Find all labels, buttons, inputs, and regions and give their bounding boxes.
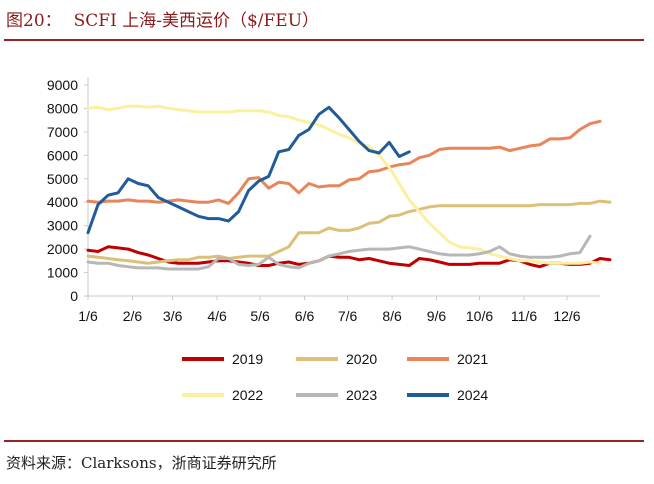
y-tick-label: 7000: [47, 124, 78, 140]
x-tick-label: 8/6: [382, 308, 402, 324]
y-tick-label: 6000: [47, 147, 78, 163]
series-line-2021: [86, 119, 602, 205]
figure-title-text: SCFI 上海-美西运价（$/FEU）: [73, 11, 320, 31]
x-tick-label: 3/6: [163, 308, 183, 324]
x-tick-label: 1/6: [78, 308, 98, 324]
source-note: 资料来源：Clarksons，浙商证券研究所: [6, 454, 277, 472]
legend-label-2021: 2021: [457, 351, 488, 367]
figure-title: 图20： SCFI 上海-美西运价（$/FEU）: [6, 6, 331, 31]
y-tick-label: 3000: [47, 218, 78, 234]
x-tick-label: 5/6: [250, 308, 270, 324]
x-tick-label: 7/6: [338, 308, 358, 324]
x-tick-label: 6/6: [295, 308, 315, 324]
y-axis: 0 1000 2000 3000 4000 5000 6000 7000 8000 9000: [47, 77, 89, 304]
source-rule: [4, 440, 644, 442]
x-tick-label: 4/6: [207, 308, 227, 324]
legend-label-2023: 2023: [346, 387, 377, 403]
y-tick-label: 5000: [47, 171, 78, 187]
legend-label-2019: 2019: [232, 351, 263, 367]
y-tick-label: 0: [70, 288, 78, 304]
y-tick-label: 1000: [47, 265, 78, 281]
legend-label-2022: 2022: [232, 387, 263, 403]
y-tick-label: 2000: [47, 241, 78, 257]
series-line-2024: [86, 105, 411, 235]
x-tick-label: 2/6: [123, 308, 143, 324]
legend-label-2020: 2020: [346, 351, 377, 367]
series-line-2020: [86, 199, 612, 265]
x-axis: 1/6 2/6 3/6 4/6 5/6 6/6 7/6 8/6 9/6 10/6 11/6 12/6: [78, 295, 600, 324]
x-tick-label: 9/6: [427, 308, 447, 324]
figure-label: 图20：: [6, 11, 62, 31]
line-chart: 0 1000 2000 3000 4000 5000 6000 7000 8000 9000 1/…: [47, 77, 612, 403]
y-tick-label: 4000: [47, 194, 78, 210]
x-tick-label: 12/6: [553, 308, 580, 324]
series-line-2023: [86, 234, 592, 271]
series-layer: [86, 104, 612, 271]
legend-label-2024: 2024: [457, 387, 488, 403]
title-rule: [4, 39, 644, 41]
x-tick-label: 10/6: [466, 308, 493, 324]
y-tick-label: 8000: [47, 100, 78, 116]
x-tick-label: 11/6: [511, 308, 537, 324]
y-tick-label: 9000: [47, 77, 78, 93]
series-line-2022: [86, 104, 602, 265]
legend: 2019 2020 2021 2022 2023 2024: [182, 351, 488, 403]
